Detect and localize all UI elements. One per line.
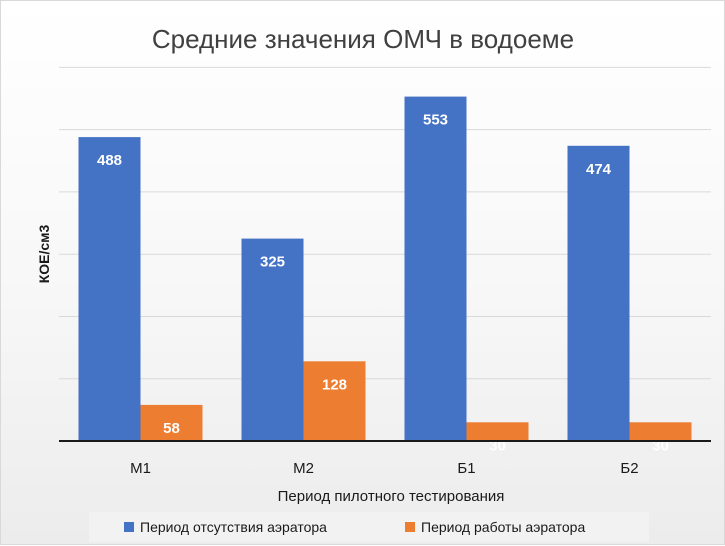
bar bbox=[567, 145, 630, 442]
data-label: 474 bbox=[586, 161, 612, 178]
bar bbox=[466, 422, 529, 441]
bar bbox=[404, 96, 467, 441]
data-label: 30 bbox=[652, 437, 669, 454]
data-label: 30 bbox=[489, 437, 506, 454]
legend-label: Период работы аэратора bbox=[421, 519, 585, 535]
bar bbox=[629, 422, 692, 441]
bar bbox=[140, 404, 203, 441]
legend: Период отсутствия аэратора Период работы … bbox=[124, 519, 585, 535]
legend-background bbox=[89, 512, 649, 542]
data-label: 488 bbox=[97, 152, 122, 169]
x-tick-labels: М1 М2 Б1 Б2 bbox=[130, 460, 639, 477]
bars bbox=[78, 96, 692, 442]
data-label: 58 bbox=[163, 420, 180, 437]
chart-title: Средние значения ОМЧ в водоеме bbox=[152, 24, 574, 54]
bar bbox=[78, 137, 141, 441]
data-label: 325 bbox=[260, 254, 285, 271]
legend-swatch bbox=[405, 522, 415, 532]
x-tick-label: М1 bbox=[130, 460, 151, 477]
legend-label: Период отсутствия аэратора bbox=[140, 519, 327, 535]
y-axis-title: КОЕ/см3 bbox=[36, 224, 52, 283]
bar bbox=[303, 361, 366, 441]
bar bbox=[241, 238, 304, 441]
x-tick-label: Б1 bbox=[457, 460, 475, 477]
x-tick-label: М2 bbox=[293, 460, 314, 477]
data-label: 553 bbox=[423, 112, 448, 129]
data-label: 128 bbox=[322, 376, 347, 393]
x-axis-title: Период пилотного тестирования bbox=[278, 488, 505, 505]
x-tick-label: Б2 bbox=[620, 460, 638, 477]
legend-swatch bbox=[124, 522, 134, 532]
